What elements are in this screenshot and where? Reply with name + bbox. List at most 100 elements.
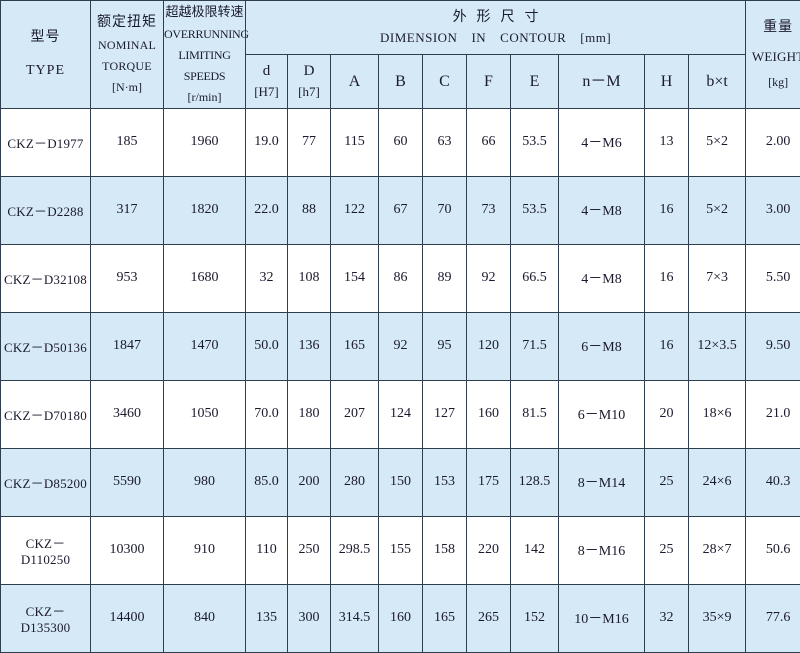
cell-speed: 910 [164, 516, 246, 584]
cell-f: 160 [467, 380, 511, 448]
cell-weight: 3.00 [746, 176, 800, 244]
cell-f: 175 [467, 448, 511, 516]
cell-speed: 1470 [164, 312, 246, 380]
column-header-d-sym: d [246, 61, 287, 83]
cell-torque: 10300 [91, 516, 164, 584]
cell-n-m: 6－M10 [559, 380, 645, 448]
cell-b-t: 12×3.5 [689, 312, 746, 380]
cell-n-m: 8－M14 [559, 448, 645, 516]
cell-type: CKZ－D70180 [1, 380, 91, 448]
cell-f: 220 [467, 516, 511, 584]
column-header-weight: 重量 WEIGHT [kg] [746, 1, 800, 109]
column-header-speed-en2: LIMITING SPEEDS [164, 45, 245, 87]
cell-weight: 5.50 [746, 244, 800, 312]
cell-torque: 5590 [91, 448, 164, 516]
column-header-B: B [379, 54, 423, 108]
cell-b-t: 28×7 [689, 516, 746, 584]
column-header-speed-en1: OVERRUNNING [164, 24, 245, 45]
cell-e: 71.5 [511, 312, 559, 380]
cell-speed: 1050 [164, 380, 246, 448]
column-header-D-sym: D [288, 61, 330, 83]
cell-weight: 77.6 [746, 584, 800, 652]
column-header-speed-cn: 超越极限转速 [164, 1, 245, 24]
column-header-F: F [467, 54, 511, 108]
column-header-torque-unit: [N·m] [91, 77, 163, 98]
cell-torque: 14400 [91, 584, 164, 652]
cell-c: 63 [423, 108, 467, 176]
cell-n-m: 4－M6 [559, 108, 645, 176]
cell-c: 153 [423, 448, 467, 516]
cell-b-t: 5×2 [689, 108, 746, 176]
cell-n-m: 10－M16 [559, 584, 645, 652]
column-header-torque-en1: NOMINAL [91, 35, 163, 56]
column-header-torque-en2: TORQUE [91, 56, 163, 77]
cell-b-t: 5×2 [689, 176, 746, 244]
cell-b-t: 7×3 [689, 244, 746, 312]
column-header-weight-unit: [kg] [746, 70, 800, 95]
cell-type: CKZ－D110250 [1, 516, 91, 584]
cell-outer-d: 250 [288, 516, 331, 584]
column-header-E: E [511, 54, 559, 108]
cell-c: 95 [423, 312, 467, 380]
cell-a: 280 [331, 448, 379, 516]
cell-b: 67 [379, 176, 423, 244]
column-header-type: 型号 TYPE [1, 1, 91, 109]
cell-b-t: 24×6 [689, 448, 746, 516]
header-row-top: 型号 TYPE 额定扭矩 NOMINAL TORQUE [N·m] 超越极限转速… [1, 1, 800, 55]
column-header-type-en: TYPE [1, 54, 90, 88]
cell-outer-d: 136 [288, 312, 331, 380]
cell-a: 115 [331, 108, 379, 176]
cell-d: 70.0 [246, 380, 288, 448]
cell-h: 32 [645, 584, 689, 652]
cell-weight: 40.3 [746, 448, 800, 516]
cell-c: 158 [423, 516, 467, 584]
cell-b-t: 35×9 [689, 584, 746, 652]
cell-outer-d: 77 [288, 108, 331, 176]
cell-b: 86 [379, 244, 423, 312]
cell-h: 20 [645, 380, 689, 448]
cell-type: CKZ－D50136 [1, 312, 91, 380]
cell-n-m: 4－M8 [559, 244, 645, 312]
cell-speed: 1820 [164, 176, 246, 244]
cell-weight: 50.6 [746, 516, 800, 584]
cell-d: 22.0 [246, 176, 288, 244]
column-header-C: C [423, 54, 467, 108]
cell-a: 154 [331, 244, 379, 312]
cell-b-t: 18×6 [689, 380, 746, 448]
cell-a: 298.5 [331, 516, 379, 584]
column-header-D: D [h7] [288, 54, 331, 108]
cell-type: CKZ－D85200 [1, 448, 91, 516]
cell-torque: 185 [91, 108, 164, 176]
cell-b: 150 [379, 448, 423, 516]
cell-d: 110 [246, 516, 288, 584]
cell-type: CKZ－D135300 [1, 584, 91, 652]
cell-h: 16 [645, 176, 689, 244]
column-header-D-tolerance: [h7] [288, 83, 330, 102]
cell-c: 165 [423, 584, 467, 652]
cell-f: 265 [467, 584, 511, 652]
column-header-H: H [645, 54, 689, 108]
column-header-torque-cn: 额定扭矩 [91, 11, 163, 36]
cell-a: 122 [331, 176, 379, 244]
cell-a: 207 [331, 380, 379, 448]
cell-e: 142 [511, 516, 559, 584]
cell-h: 13 [645, 108, 689, 176]
cell-f: 73 [467, 176, 511, 244]
cell-c: 89 [423, 244, 467, 312]
column-header-b-t: b×t [689, 54, 746, 108]
cell-e: 152 [511, 584, 559, 652]
cell-n-m: 6－M8 [559, 312, 645, 380]
cell-f: 92 [467, 244, 511, 312]
cell-d: 85.0 [246, 448, 288, 516]
cell-h: 25 [645, 448, 689, 516]
cell-b: 92 [379, 312, 423, 380]
table-header: 型号 TYPE 额定扭矩 NOMINAL TORQUE [N·m] 超越极限转速… [1, 1, 800, 109]
